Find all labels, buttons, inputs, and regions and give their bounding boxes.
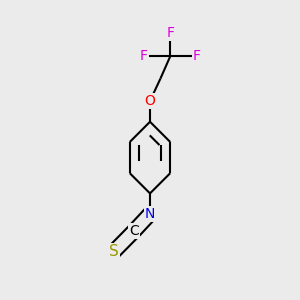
Text: C: C [129, 224, 139, 238]
Text: O: O [145, 94, 155, 108]
Text: F: F [140, 50, 148, 63]
Text: S: S [109, 244, 118, 259]
Text: N: N [145, 207, 155, 221]
Text: F: F [193, 50, 201, 63]
Text: F: F [166, 26, 174, 40]
